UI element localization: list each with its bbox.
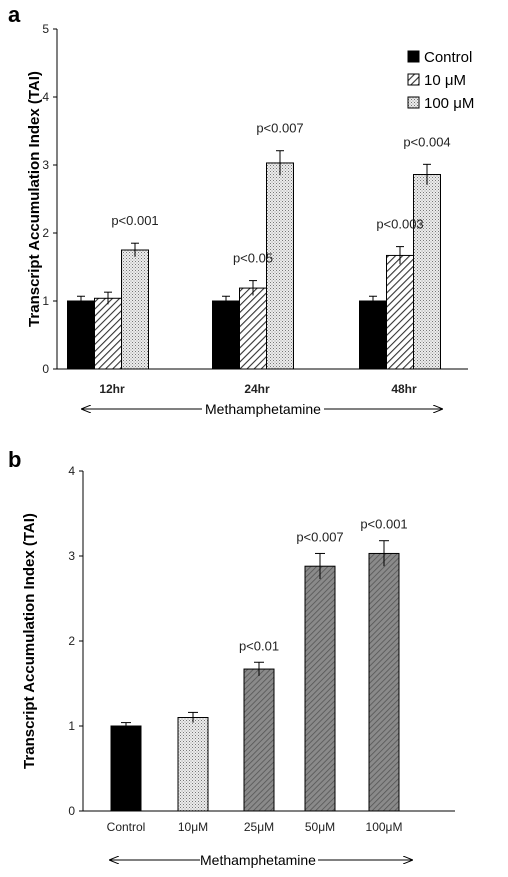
- panel-b-y-axis-label: Transcript Accumulation Index (TAI): [21, 513, 38, 769]
- panel-a-legend-label: 100 μM: [424, 95, 474, 112]
- panel-b-p-value: p<0.007: [296, 529, 343, 544]
- panel-b-bar: [243, 668, 275, 812]
- panel-a-chart: a Transcript Accumulation Index (TAI) 0 1…: [8, 2, 474, 417]
- panel-b-category-label: 50μM: [305, 820, 335, 834]
- panel-a-bar: [386, 254, 414, 370]
- panel-b-p-value: p<0.001: [360, 517, 407, 532]
- panel-b-letter: b: [8, 447, 21, 472]
- panel-b-bar: [177, 717, 209, 812]
- panel-a-legend-label: Control: [424, 49, 472, 66]
- panel-a-legend-swatch: [407, 50, 420, 63]
- panel-a-bar: [121, 249, 149, 370]
- panel-a-category-label: 24hr: [244, 382, 270, 396]
- panel-b-category-label: 10μM: [178, 820, 208, 834]
- panel-a-legend-label: 10 μM: [424, 72, 466, 89]
- panel-b-bars: p<0.01 p<0.007 p<0.001: [110, 517, 408, 812]
- panel-b-category-label: 25μM: [244, 820, 274, 834]
- panel-b-p-value: p<0.01: [239, 638, 279, 653]
- panel-a-bar: [239, 287, 267, 370]
- panel-a-y-tick-label: 5: [42, 22, 49, 36]
- panel-a-p-value: p<0.003: [376, 217, 423, 232]
- panel-b-category-label: Control: [107, 820, 146, 834]
- panel-a-bar: [67, 300, 95, 370]
- panel-b-bar: [304, 565, 336, 812]
- panel-a-bar: [413, 174, 441, 370]
- panel-a-p-value: p<0.05: [233, 251, 273, 266]
- panel-a-bars: p<0.001 p<0.05 p<0.007 p<0.003 p<0.004: [67, 121, 451, 370]
- panel-a-y-axis-label: Transcript Accumulation Index (TAI): [26, 71, 43, 327]
- panel-a-bar: [266, 162, 294, 370]
- panel-b-y-tick-label: 4: [68, 464, 75, 478]
- panel-b-y-tick-label: 1: [68, 719, 75, 733]
- panel-a-letter: a: [8, 2, 21, 27]
- panel-b-x-axis-label: Methamphetamine: [200, 852, 316, 868]
- panel-a-y-tick-label: 4: [42, 90, 49, 104]
- panel-a-legend-swatch: [407, 96, 420, 109]
- panel-b-chart: b Transcript Accumulation Index (TAI) 0 1…: [8, 447, 455, 868]
- panel-a-category-label: 12hr: [99, 382, 125, 396]
- panel-a-y-tick-label: 3: [42, 158, 49, 172]
- panel-a-category-label: 48hr: [391, 382, 417, 396]
- panel-a-bar: [94, 297, 122, 370]
- panel-b-y-tick-label: 3: [68, 549, 75, 563]
- panel-a-y-tick-label: 2: [42, 226, 49, 240]
- panel-a-p-value: p<0.007: [256, 121, 303, 136]
- panel-a-legend: Control 10 μM 100 μM: [407, 49, 474, 112]
- panel-b-bar: [110, 725, 142, 812]
- panel-a-p-value: p<0.001: [111, 213, 158, 228]
- panel-a-p-value: p<0.004: [403, 134, 450, 149]
- panel-b-y-tick-label: 0: [68, 804, 75, 818]
- panel-a-legend-swatch: [407, 73, 420, 86]
- panel-b-bar: [368, 552, 400, 812]
- panel-b-y-tick-label: 2: [68, 634, 75, 648]
- panel-a-y-tick-label: 1: [42, 294, 49, 308]
- panel-b-category-label: 100μM: [366, 820, 403, 834]
- panel-a-bar: [212, 300, 240, 370]
- panel-a-y-tick-label: 0: [42, 362, 49, 376]
- panel-a-x-axis-label: Methamphetamine: [205, 401, 321, 417]
- panel-a-bar: [359, 300, 387, 370]
